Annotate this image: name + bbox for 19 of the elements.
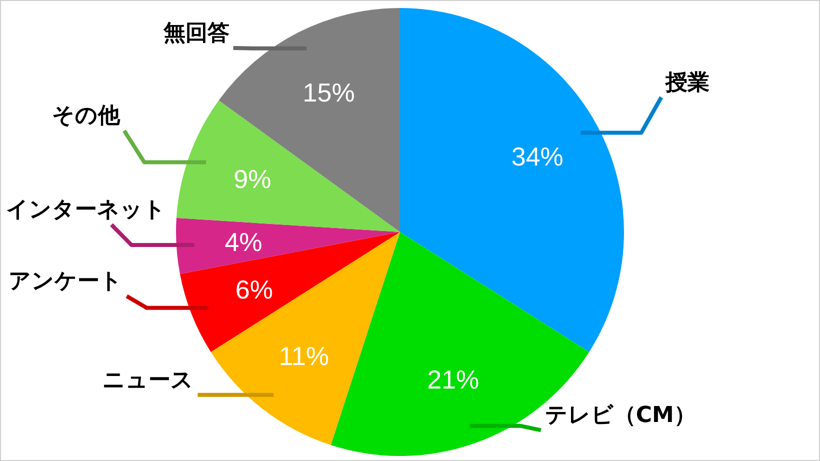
pie-slice xyxy=(210,232,400,446)
data-label: 4% xyxy=(224,226,262,257)
data-label: 34% xyxy=(511,141,564,172)
slice-label: アンケート xyxy=(8,269,123,294)
slice-label: 授業 xyxy=(664,70,710,96)
data-label: 6% xyxy=(235,274,273,305)
data-label: 11% xyxy=(278,340,329,371)
slice-label: その他 xyxy=(52,104,122,129)
slice-label: インターネット xyxy=(6,198,166,223)
data-label: 21% xyxy=(427,364,480,395)
slice-label: テレビ（CM） xyxy=(544,403,696,428)
pie-slice xyxy=(330,232,590,456)
slice-label: ニュース xyxy=(102,368,194,393)
pie-slice xyxy=(176,218,400,274)
data-label: 15% xyxy=(302,77,355,108)
slice-label: 無回答 xyxy=(162,21,230,46)
pie-slice xyxy=(176,100,400,232)
pie-slice xyxy=(400,8,624,352)
data-label: 9% xyxy=(234,164,272,194)
